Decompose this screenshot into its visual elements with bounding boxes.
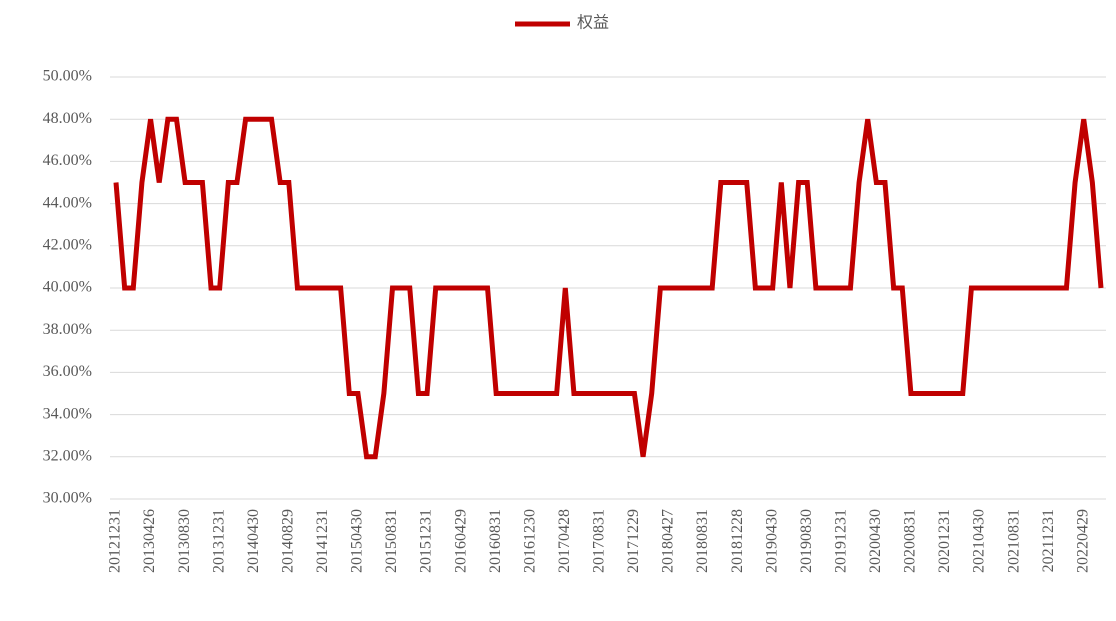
x-tick-label: 20140829 [279, 509, 296, 573]
x-tick-label: 20150430 [349, 509, 366, 573]
y-tick-label: 44.00% [43, 194, 92, 211]
x-tick-label: 20210430 [971, 509, 988, 573]
x-tick-label: 20121231 [107, 509, 124, 573]
x-tick-label: 20150831 [383, 509, 400, 573]
y-tick-label: 42.00% [43, 236, 92, 253]
x-tick-label: 20220429 [1074, 509, 1091, 573]
x-tick-label: 20180427 [660, 509, 677, 573]
y-tick-label: 32.00% [43, 447, 92, 464]
y-tick-label: 50.00% [43, 68, 92, 85]
x-tick-label: 20151231 [418, 509, 435, 573]
y-tick-label: 30.00% [43, 490, 92, 507]
x-tick-label: 20130830 [176, 509, 193, 573]
legend-label: 权益 [577, 14, 609, 32]
x-tick-label: 20131231 [210, 509, 227, 573]
x-tick-label: 20211231 [1040, 509, 1057, 572]
x-tick-label: 20160429 [452, 509, 469, 573]
y-tick-label: 34.00% [43, 405, 92, 422]
x-tick-label: 20200831 [902, 509, 919, 573]
x-tick-label: 20190430 [763, 509, 780, 573]
y-tick-label: 46.00% [43, 152, 92, 169]
x-tick-label: 20210831 [1005, 509, 1022, 573]
x-tick-label: 20170831 [591, 509, 608, 573]
x-tick-label: 20181228 [729, 509, 746, 573]
x-tick-label: 20160831 [487, 509, 504, 573]
x-tick-label: 20130426 [141, 509, 158, 573]
y-tick-label: 48.00% [43, 110, 92, 127]
x-tick-label: 20201231 [936, 509, 953, 573]
x-tick-label: 20180831 [694, 509, 711, 573]
x-tick-label: 20161230 [521, 509, 538, 573]
y-tick-label: 36.00% [43, 363, 92, 380]
y-tick-label: 40.00% [43, 279, 92, 296]
x-tick-label: 20191231 [832, 509, 849, 573]
x-tick-label: 20140430 [245, 509, 262, 573]
y-tick-label: 38.00% [43, 321, 92, 338]
data-line [113, 116, 1104, 460]
x-tick-label: 20141231 [314, 509, 331, 573]
x-tick-label: 20200430 [867, 509, 884, 573]
x-tick-label: 20190830 [798, 509, 815, 573]
x-tick-label: 20170428 [556, 509, 573, 573]
x-tick-label: 20171229 [625, 509, 642, 573]
